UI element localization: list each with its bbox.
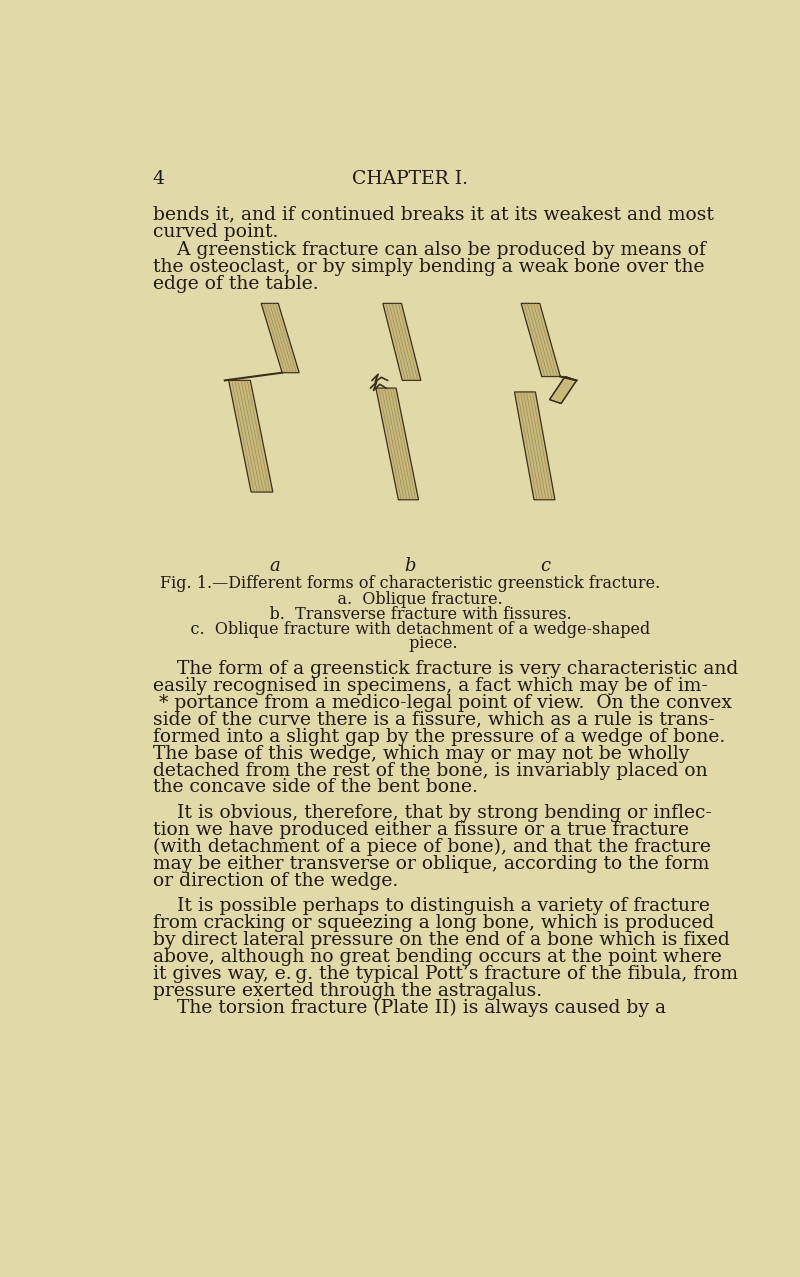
Text: or direction of the wedge.: or direction of the wedge. xyxy=(153,872,398,890)
Text: c.  Oblique fracture with detachment of a wedge-shaped: c. Oblique fracture with detachment of a… xyxy=(170,622,650,638)
Text: The base of this wedge, which may or may not be wholly: The base of this wedge, which may or may… xyxy=(153,744,689,762)
Text: detached from the rest of the bone, is invariably placed on: detached from the rest of the bone, is i… xyxy=(153,761,707,779)
Text: piece.: piece. xyxy=(362,635,458,653)
Polygon shape xyxy=(550,377,577,404)
Polygon shape xyxy=(229,381,273,492)
Polygon shape xyxy=(376,388,418,499)
Text: b: b xyxy=(404,558,416,576)
Text: It is possible perhaps to distinguish a variety of fracture: It is possible perhaps to distinguish a … xyxy=(153,896,710,916)
Text: bends it, and if continued breaks it at its weakest and most: bends it, and if continued breaks it at … xyxy=(153,206,714,223)
Text: Fig. 1.—Different forms of characteristic greenstick fracture.: Fig. 1.—Different forms of characteristi… xyxy=(160,575,660,593)
Polygon shape xyxy=(262,304,299,373)
Text: may be either transverse or oblique, according to the form: may be either transverse or oblique, acc… xyxy=(153,854,709,872)
Text: side of the curve there is a fissure, which as a rule is trans-: side of the curve there is a fissure, wh… xyxy=(153,711,714,729)
Text: edge of the table.: edge of the table. xyxy=(153,275,318,292)
Text: * portance from a medico-legal point of view.  On the convex: * portance from a medico-legal point of … xyxy=(153,693,732,711)
Text: a.  Oblique fracture.: a. Oblique fracture. xyxy=(317,590,503,608)
Text: curved point.: curved point. xyxy=(153,222,278,240)
Text: The form of a greenstick fracture is very characteristic and: The form of a greenstick fracture is ver… xyxy=(153,660,738,678)
Polygon shape xyxy=(383,304,421,381)
Text: the osteoclast, or by simply bending a weak bone over the: the osteoclast, or by simply bending a w… xyxy=(153,258,704,276)
Text: a: a xyxy=(269,558,280,576)
Text: the concave side of the bent bone.: the concave side of the bent bone. xyxy=(153,779,478,797)
Text: pressure exerted through the astragalus.: pressure exerted through the astragalus. xyxy=(153,982,542,1000)
Text: The torsion fracture (Plate II) is always caused by a: The torsion fracture (Plate II) is alway… xyxy=(153,999,666,1016)
Text: b.  Transverse fracture with fissures.: b. Transverse fracture with fissures. xyxy=(249,607,571,623)
Text: 4: 4 xyxy=(153,170,165,188)
Text: A greenstick fracture can also be produced by means of: A greenstick fracture can also be produc… xyxy=(153,241,706,259)
Polygon shape xyxy=(521,304,560,377)
Text: It is obvious, therefore, that by strong bending or inflec-: It is obvious, therefore, that by strong… xyxy=(153,805,711,822)
Text: above, although no great bending occurs at the point where: above, although no great bending occurs … xyxy=(153,948,722,965)
Text: c: c xyxy=(541,558,550,576)
Text: it gives way, e. g. the typical Pott’s fracture of the fibula, from: it gives way, e. g. the typical Pott’s f… xyxy=(153,965,738,983)
Polygon shape xyxy=(514,392,555,499)
Text: (with detachment of a piece of bone), and that the fracture: (with detachment of a piece of bone), an… xyxy=(153,838,710,856)
Text: CHAPTER I.: CHAPTER I. xyxy=(352,170,468,188)
Text: from cracking or squeezing a long bone, which is produced: from cracking or squeezing a long bone, … xyxy=(153,914,714,932)
Text: formed into a slight gap by the pressure of a wedge of bone.: formed into a slight gap by the pressure… xyxy=(153,728,725,746)
Text: tion we have produced either a fissure or a true fracture: tion we have produced either a fissure o… xyxy=(153,821,689,839)
Text: by direct lateral pressure on the end of a bone which is fixed: by direct lateral pressure on the end of… xyxy=(153,931,730,949)
Text: easily recognised in specimens, a fact which may be of im-: easily recognised in specimens, a fact w… xyxy=(153,677,707,695)
